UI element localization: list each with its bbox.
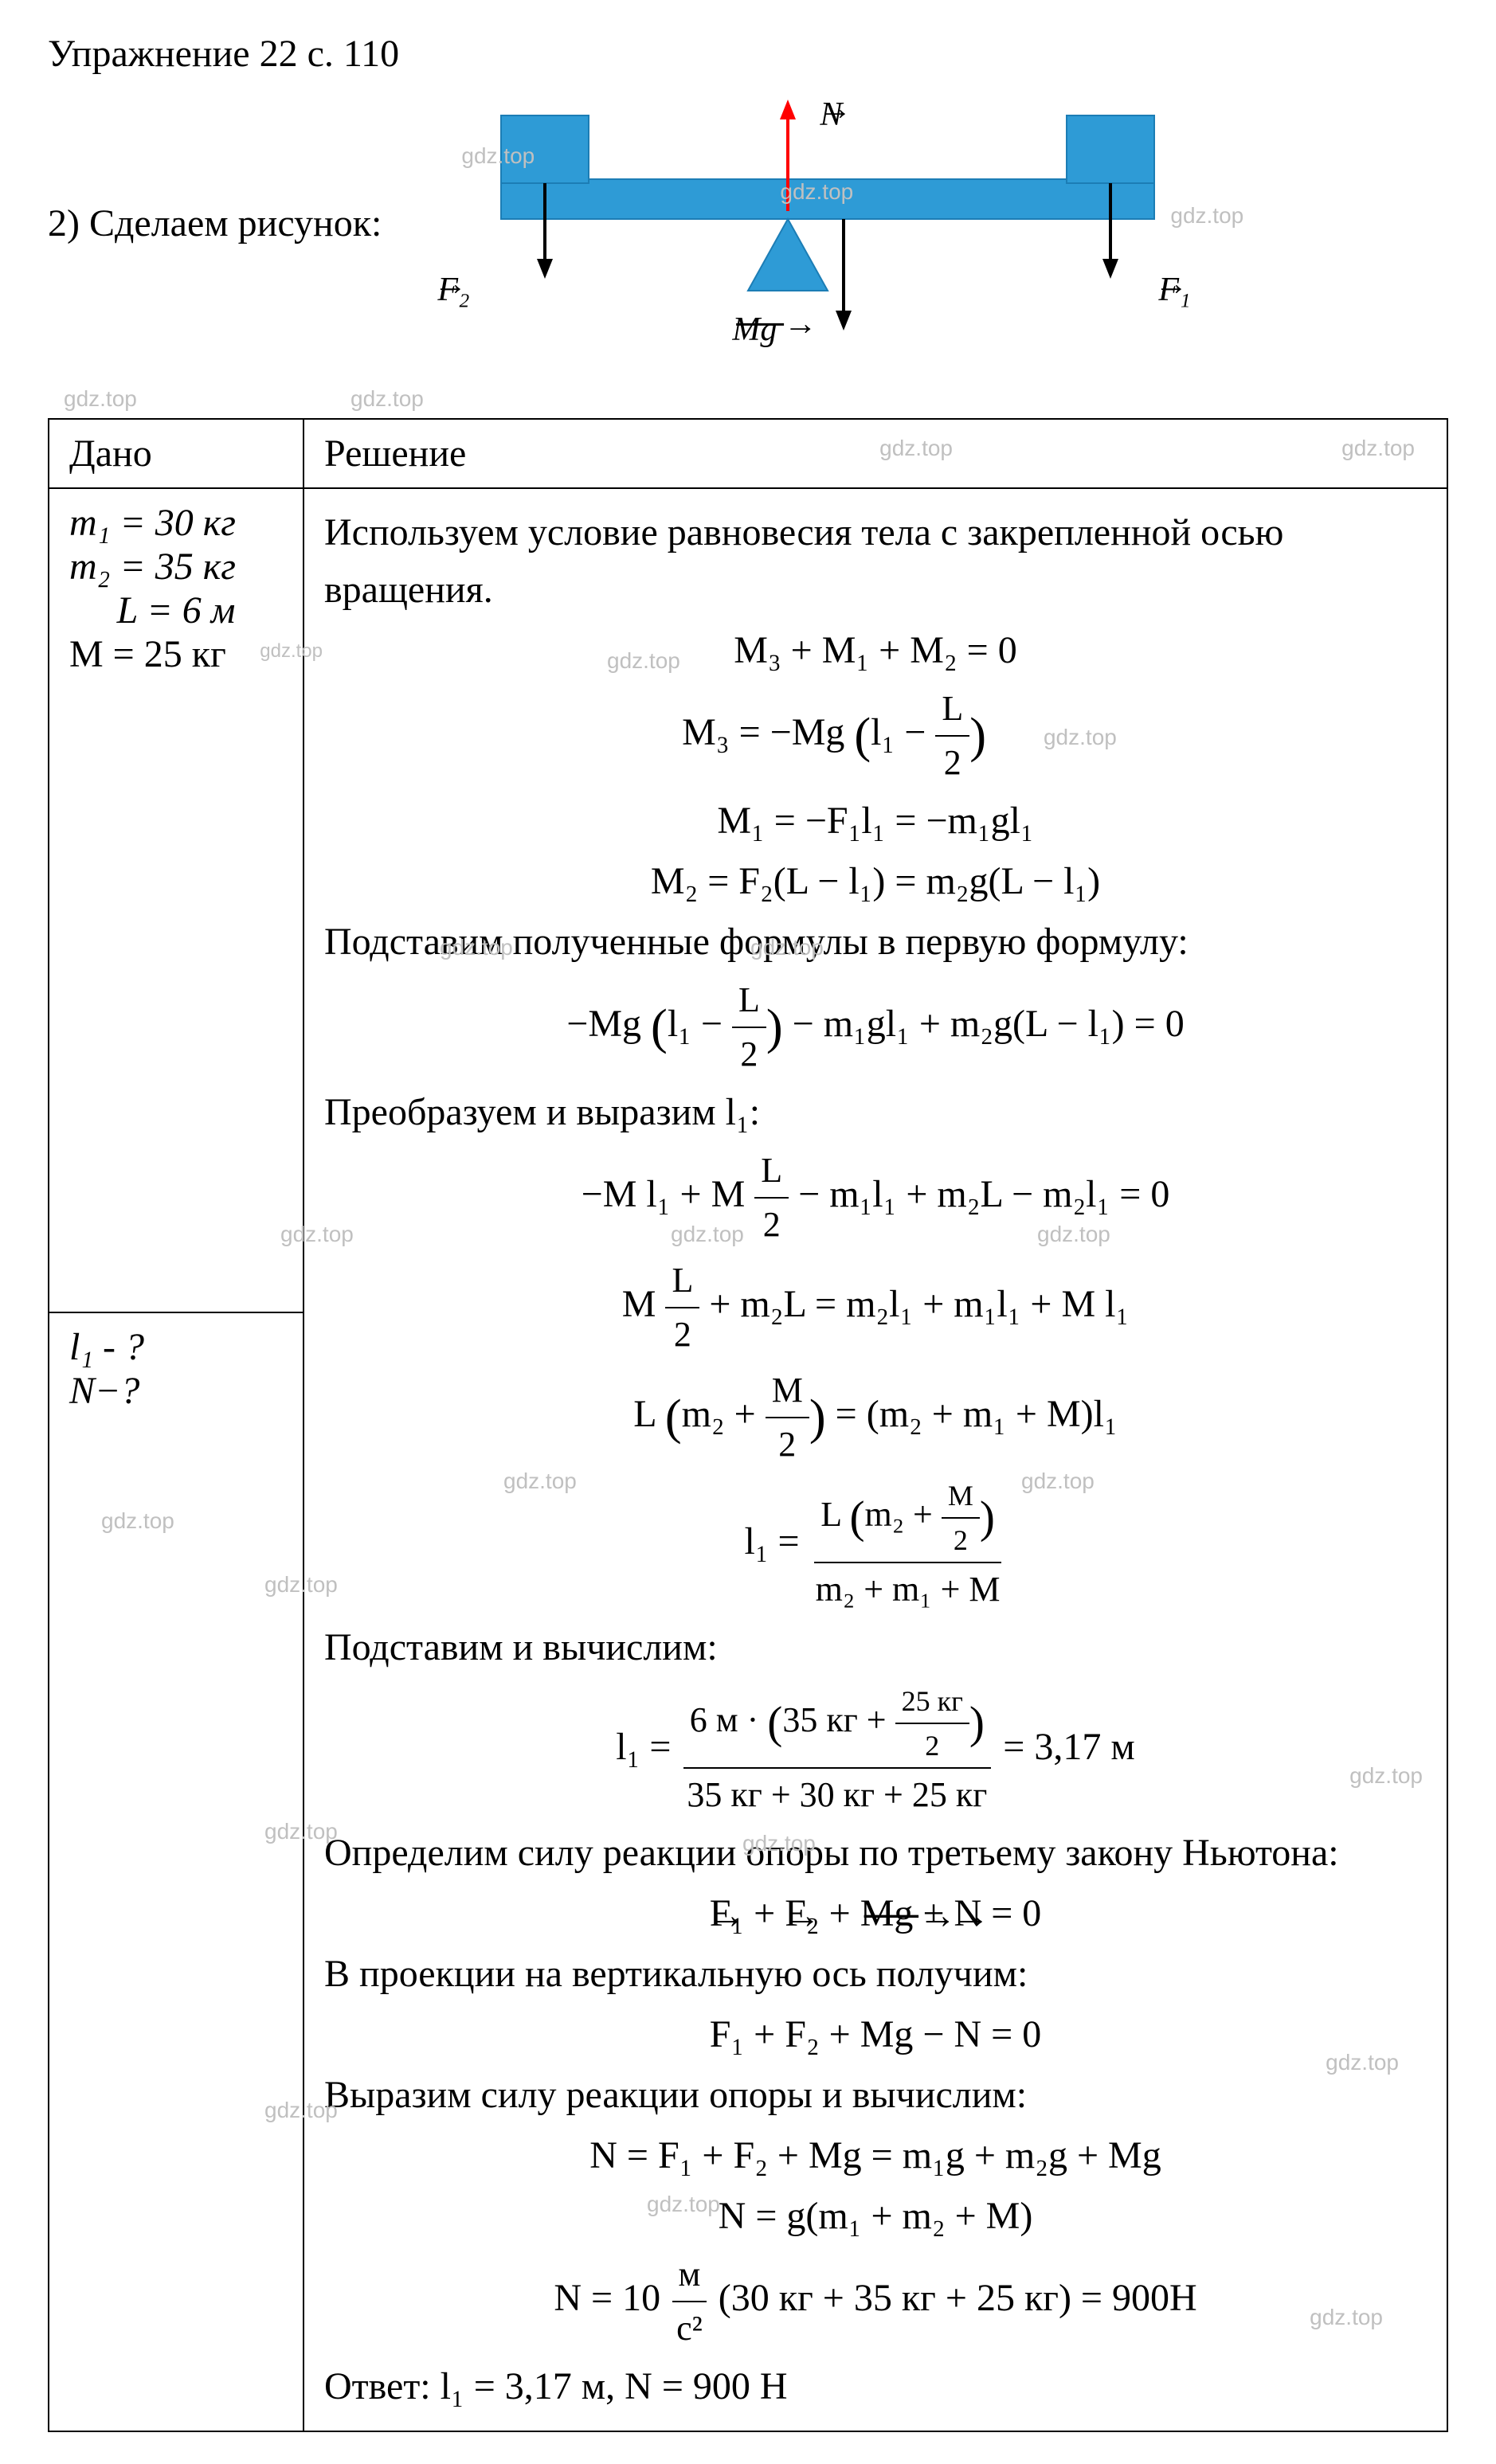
eq5: −Mg (l₁ − L2) − m₁gl₁ + m₂g(L − l₁) = 0 [324, 974, 1427, 1081]
eq4: M₂ = F₂(L − l₁) = m₂g(L − l₁) [324, 853, 1427, 910]
watermark: gdz.top [101, 1508, 174, 1534]
eq12: F₁ + F₂ + Mg − N = 0 [324, 2006, 1427, 2063]
find-N: N−? [69, 1369, 283, 1413]
eq14: N = g(m₁ + m₂ + M) gdz.top [324, 2188, 1427, 2245]
mg-label: ──→Mg [732, 311, 777, 349]
find-cell: l₁ - ? N−? gdz.top [49, 1312, 304, 2431]
eq1: M₃ + M₁ + M₂ = 0 [324, 622, 1427, 679]
watermark: gdz.top [647, 2188, 720, 2221]
solution-text-2: Подставим полученные формулы в первую фо… [324, 913, 1427, 971]
watermark: gdz.top [64, 386, 137, 412]
n-label: →N [820, 96, 842, 134]
given-cell: m₁ = 30 кг m₂ = 35 кг L = 6 м M = 25 кг … [49, 488, 304, 1312]
solution-cell: Используем условие равновесия тела с зак… [304, 488, 1447, 2431]
eq7: M L2 + m₂L = m₂l₁ + m₁l₁ + M l₁ [324, 1254, 1427, 1361]
figure-label: 2) Сделаем рисунок: [48, 201, 382, 245]
solution-text-5: Определим силу реакции опоры по третьему… [324, 1825, 1427, 1882]
watermark: gdz.top [1341, 436, 1415, 461]
given-m2: m₂ = 35 кг [69, 545, 283, 589]
solution-text-4: Подставим и вычислим: [324, 1619, 1427, 1676]
solution-text-1: Используем условие равновесия тела с зак… [324, 504, 1427, 619]
watermark: gdz.top [879, 436, 953, 461]
eq9: l₁ = L (m₂ + M2) m₂ + m₁ + M [324, 1474, 1427, 1616]
eq2: M₃ = −Mg (l₁ − L2) gdz.top [324, 682, 1427, 789]
watermark: gdz.top [1044, 725, 1117, 749]
solution-text-6: В проекции на вертикальную ось получим: [324, 1946, 1427, 2003]
exercise-title: Упражнение 22 с. 110 [48, 32, 1448, 76]
eq13: N = F₁ + F₂ + Mg = m₁g + m₂g + Mg [324, 2127, 1427, 2184]
solution-text-7: Выразим силу реакции опоры и вычислим: [324, 2067, 1427, 2124]
given-header: Дано [49, 419, 304, 488]
figure-row: 2) Сделаем рисунок: [48, 92, 1448, 362]
solution-header: Решение gdz.top gdz.top [304, 419, 1447, 488]
physics-diagram: →N →F₂ →F₁ ──→Mg gdz.top gdz.top gdz.top [397, 92, 1274, 362]
eq3: M₁ = −F₁l₁ = −m₁gl₁ [324, 792, 1427, 850]
eq8: L (m₂ + M2) = (m₂ + m₁ + M)l₁ [324, 1364, 1427, 1471]
eq6: −M l₁ + M L2 − m₁l₁ + m₂L − m₂l₁ = 0 [324, 1144, 1427, 1251]
page-content: Упражнение 22 с. 110 2) Сделаем рисунок: [48, 32, 1448, 2432]
eq15: N = 10 мс² (30 кг + 35 кг + 25 кг) = 900… [324, 2248, 1427, 2355]
eq10: l₁ = 6 м · (35 кг + 25 кг2) 35 кг + 30 к… [324, 1680, 1427, 1821]
given-m1: m₁ = 30 кг [69, 501, 283, 545]
answer: Ответ: l₁ = 3,17 м, N = 900 Н [324, 2358, 1427, 2415]
solution-table: Дано Решение gdz.top gdz.top m₁ = 30 кг … [48, 418, 1448, 2432]
given-L: L = 6 м [69, 589, 283, 632]
solution-text-3: Преобразуем и выразим l₁: [324, 1084, 1427, 1141]
f1-label: →F₁ [1158, 271, 1190, 309]
watermark: gdz.top [351, 386, 424, 412]
find-l1: l₁ - ? [69, 1325, 283, 1369]
given-M: M = 25 кг [69, 633, 226, 675]
f2-label: →F₂ [437, 271, 469, 309]
eq11: →F₁ + →F₂ + ──→Mg + →N = 0 [324, 1885, 1427, 1942]
